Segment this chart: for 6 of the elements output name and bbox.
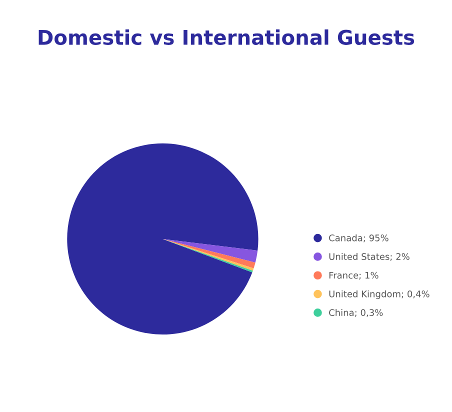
chart-title: Domestic vs International Guests [38,29,414,45]
legend-label: France; 1% [329,272,378,280]
legend-label: China; 0,3% [329,309,383,317]
legend-label: Canada; 95% [329,234,388,242]
legend-label: United Kingdom; 0,4% [329,290,430,300]
legend-label: United States; 2% [329,253,410,261]
